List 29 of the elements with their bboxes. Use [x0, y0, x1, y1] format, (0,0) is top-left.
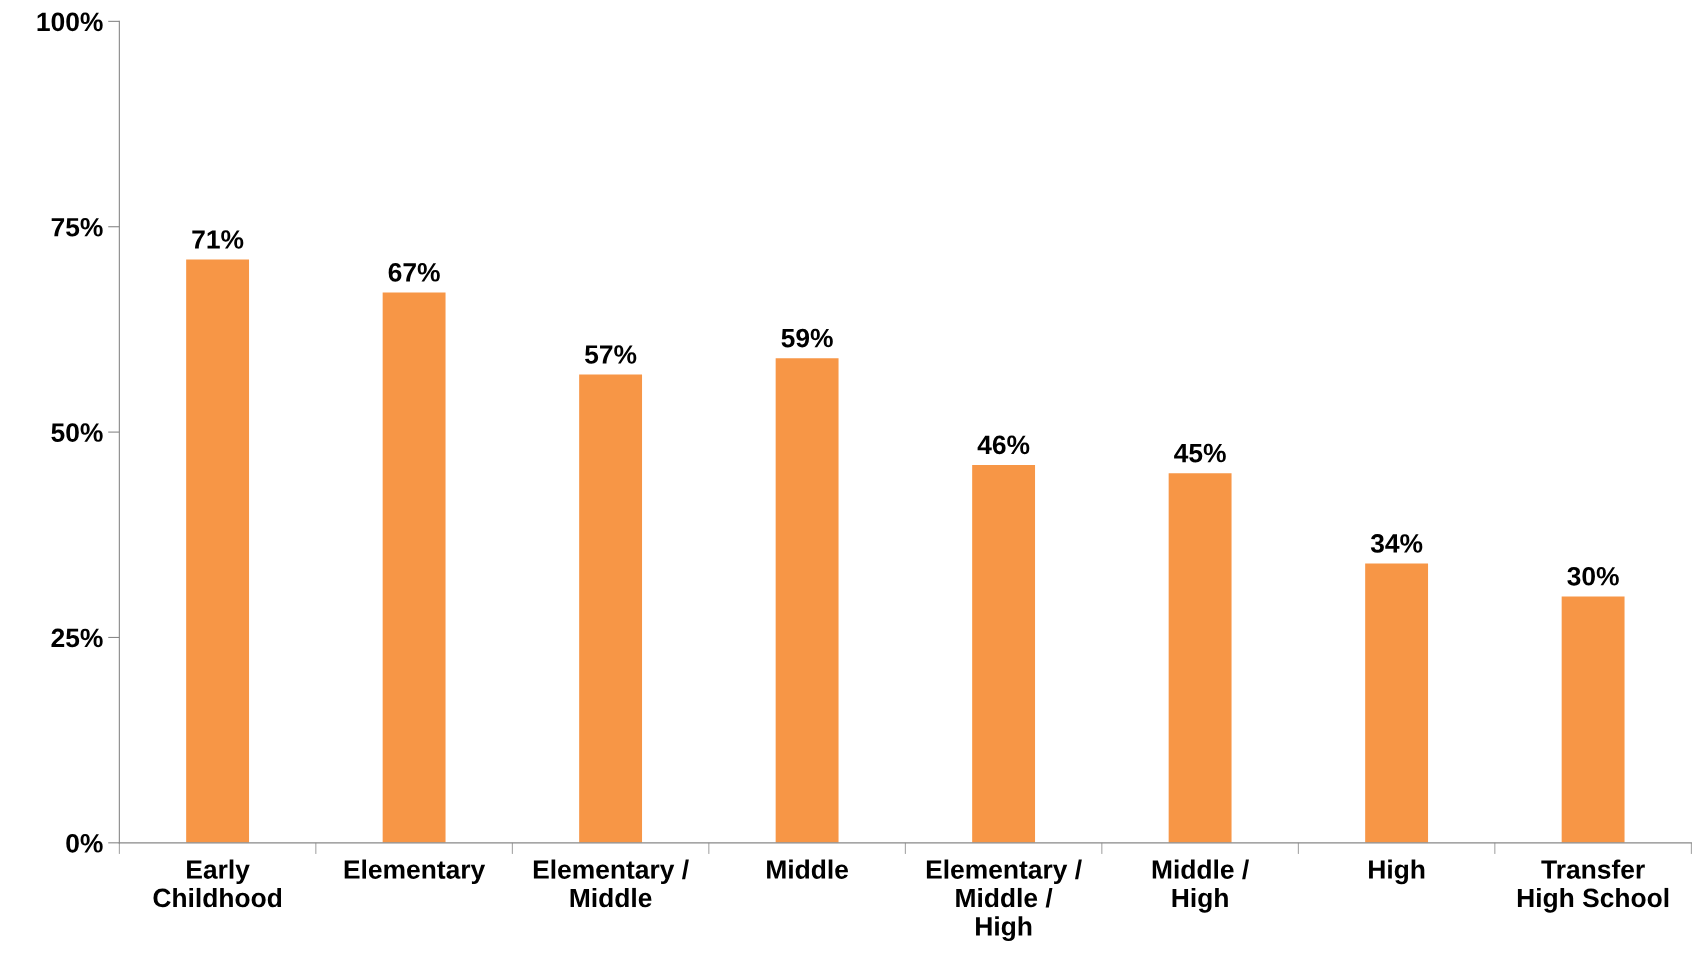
x-tick-label: Elementary / Middle / High [926, 859, 1082, 942]
x-tick-label: Early Childhood [153, 859, 282, 908]
y-tick-label: 0% [66, 833, 103, 853]
x-tick-label: Middle / High [1152, 859, 1249, 913]
y-tick-label: 50% [51, 423, 103, 442]
bar [775, 358, 839, 843]
x-tick-label: Elementary / Middle [533, 859, 689, 908]
bar [1168, 473, 1232, 843]
bar [972, 464, 1036, 843]
x-tick-label: Elementary [344, 859, 486, 885]
data-label: 67% [388, 262, 440, 282]
data-label: 46% [977, 435, 1030, 455]
bar [1561, 596, 1625, 843]
data-label: 30% [1567, 566, 1619, 586]
data-label: 71% [192, 230, 244, 249]
data-label: 59% [781, 328, 833, 348]
bar [382, 292, 446, 843]
y-tick-label: 25% [51, 628, 103, 648]
data-label: 57% [585, 345, 637, 364]
x-tick-label: Middle [767, 859, 848, 879]
data-label: 45% [1174, 443, 1226, 463]
x-tick-label: Transfer High School [1517, 859, 1669, 913]
bar [186, 259, 250, 843]
bar [579, 374, 643, 843]
data-label: 34% [1370, 534, 1423, 553]
y-tick-label: 100% [37, 12, 103, 32]
y-tick-label: 75% [51, 217, 103, 237]
bar [1365, 563, 1429, 843]
x-tick-label: High [1369, 859, 1425, 885]
